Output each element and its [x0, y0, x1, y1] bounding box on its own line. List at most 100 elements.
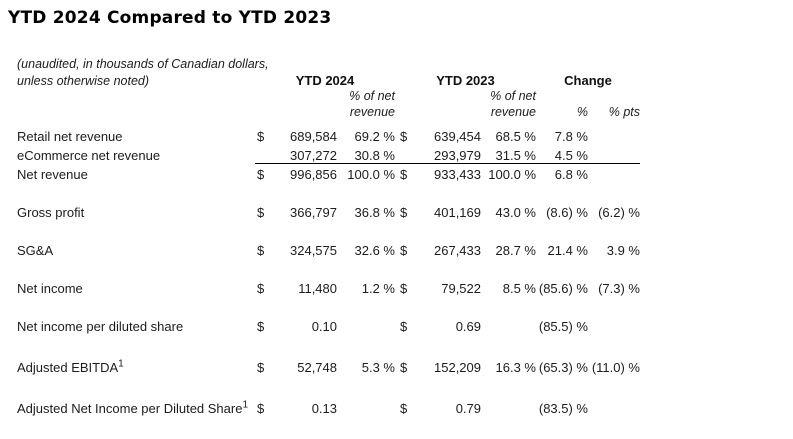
currency-symbol: $: [257, 205, 265, 220]
ytd2023-value: 152,209: [434, 360, 481, 375]
ytd2023-value: 639,454: [434, 129, 481, 144]
currency-symbol: $: [257, 360, 265, 375]
table-row-net-income: Net income $ 11,480 1.2 % $ 79,522 8.5 %…: [9, 277, 640, 296]
ytd2023-pct: [481, 394, 536, 416]
row-label: Adjusted Net Income per Diluted Share: [17, 401, 243, 416]
ytd2024-pct: 100.0 %: [347, 167, 395, 182]
change-pct: (83.5) %: [538, 401, 588, 416]
currency-symbol: $: [400, 281, 408, 296]
ytd2023-pct: 8.5 %: [502, 281, 536, 296]
currency-symbol: $: [400, 205, 408, 220]
ytd2024-value: 307,272: [269, 144, 337, 164]
change-pct: 4.5 %: [536, 144, 588, 164]
ytd2024-pct: 30.8 %: [337, 144, 395, 164]
ytd2024-pct: [337, 394, 395, 416]
ytd2024-value: 0.13: [311, 401, 337, 416]
change-pct: (85.6) %: [538, 281, 588, 296]
ytd2023-pct: 43.0 %: [495, 205, 536, 220]
footnote-ref: 1: [242, 399, 249, 411]
table-row-adjusted-net-income-per-diluted-share: Adjusted Net Income per Diluted Share1 $…: [9, 394, 640, 416]
row-label: SG&A: [17, 243, 54, 258]
table-row-net-income-per-diluted-share: Net income per diluted share $ 0.10 $ 0.…: [9, 315, 640, 334]
currency-symbol: $: [257, 401, 265, 416]
financial-comparison-table: (unaudited, in thousands of Canadian dol…: [9, 55, 640, 416]
change-pct-pts: (11.0) %: [591, 360, 640, 375]
column-group-ytd2024: YTD 2024: [295, 73, 355, 88]
change-pct-pts-header: % pts: [608, 105, 640, 119]
ytd2023-value: 293,979: [407, 144, 481, 164]
ytd2023-pct: 100.0 %: [488, 167, 536, 182]
ytd2023-pct-header-line2: revenue: [490, 105, 536, 119]
ytd2024-pct: 32.6 %: [354, 243, 395, 258]
change-pct: (8.6) %: [546, 205, 588, 220]
change-pct-pts: 3.9 %: [606, 243, 640, 258]
ytd2024-value: 11,480: [298, 281, 337, 296]
ytd2024-pct: 36.8 %: [354, 205, 395, 220]
ytd2023-value: 267,433: [434, 243, 481, 258]
ytd2023-pct: 31.5 %: [481, 144, 536, 164]
ytd2023-value: 79,522: [441, 281, 481, 296]
change-pct-header: %: [576, 105, 588, 119]
change-pct: (65.3) %: [538, 360, 588, 375]
row-label: Net income per diluted share: [17, 319, 184, 334]
change-pct-pts: (6.2) %: [598, 205, 640, 220]
ytd2023-pct-header-line1: % of net: [490, 89, 536, 103]
row-label: Adjusted EBITDA: [17, 360, 119, 375]
change-pct-pts: [588, 163, 640, 182]
row-label: Net income: [17, 281, 83, 296]
unaudited-note-line2: unless otherwise noted): [17, 74, 150, 88]
currency-symbol: $: [257, 167, 265, 182]
row-label: Retail net revenue: [17, 129, 123, 144]
change-pct: (85.5) %: [538, 319, 588, 334]
change-pct: 21.4 %: [547, 243, 588, 258]
ytd2024-value: 996,856: [290, 167, 337, 182]
ytd2023-pct: 68.5 %: [495, 129, 536, 144]
ytd2023-pct: 16.3 %: [495, 360, 536, 375]
column-group-change: Change: [564, 73, 612, 88]
table-row-adjusted-ebitda: Adjusted EBITDA1 $ 52,748 5.3 % $ 152,20…: [9, 353, 640, 375]
ytd2023-value: 0.69: [455, 319, 481, 334]
table-header: (unaudited, in thousands of Canadian dol…: [9, 55, 640, 125]
ytd2024-pct: [337, 315, 395, 334]
ytd2024-value: 366,797: [290, 205, 337, 220]
ytd2024-pct: 69.2 %: [354, 129, 395, 144]
table-row-sga: SG&A $ 324,575 32.6 % $ 267,433 28.7 % 2…: [9, 239, 640, 258]
table-row-retail-net-revenue: Retail net revenue $ 689,584 69.2 % $ 63…: [9, 125, 640, 144]
page-title: YTD 2024 Compared to YTD 2023: [8, 8, 332, 28]
ytd2023-value: 933,433: [434, 167, 481, 182]
row-label: Gross profit: [17, 205, 85, 220]
column-group-ytd2023: YTD 2023: [436, 73, 495, 88]
ytd2024-value: 689,584: [290, 129, 337, 144]
ytd2024-value: 324,575: [290, 243, 337, 258]
currency-symbol: $: [257, 281, 265, 296]
unaudited-note-line1: (unaudited, in thousands of Canadian dol…: [17, 57, 269, 71]
ytd2023-pct: [481, 315, 536, 334]
currency-symbol: $: [257, 319, 265, 334]
currency-symbol: [395, 144, 407, 164]
currency-symbol: $: [400, 243, 408, 258]
change-pct-pts: [588, 315, 640, 334]
change-pct-pts: (7.3) %: [598, 281, 640, 296]
table-row-ecommerce-net-revenue: eCommerce net revenue 307,272 30.8 % 293…: [9, 144, 640, 164]
row-label: eCommerce net revenue: [17, 148, 161, 163]
table-row-gross-profit: Gross profit $ 366,797 36.8 % $ 401,169 …: [9, 201, 640, 220]
ytd2024-pct: 1.2 %: [361, 281, 395, 296]
currency-symbol: $: [400, 401, 408, 416]
ytd2023-pct: 28.7 %: [495, 243, 536, 258]
currency-symbol: $: [400, 129, 408, 144]
table-row-net-revenue: Net revenue $ 996,856 100.0 % $ 933,433 …: [9, 163, 640, 182]
ytd2024-pct-header-line2: revenue: [349, 105, 395, 119]
currency-symbol: [255, 144, 269, 164]
currency-symbol: $: [257, 129, 265, 144]
change-pct-pts: [588, 394, 640, 416]
ytd2023-value: 0.79: [455, 401, 481, 416]
ytd2024-pct: 5.3 %: [361, 360, 395, 375]
currency-symbol: $: [400, 360, 408, 375]
change-pct-pts: [588, 144, 640, 164]
row-label: Net revenue: [17, 167, 88, 182]
currency-symbol: $: [400, 167, 408, 182]
change-pct: 7.8 %: [554, 129, 588, 144]
ytd2024-pct-header-line1: % of net: [349, 89, 395, 103]
ytd2023-value: 401,169: [434, 205, 481, 220]
currency-symbol: $: [400, 319, 408, 334]
